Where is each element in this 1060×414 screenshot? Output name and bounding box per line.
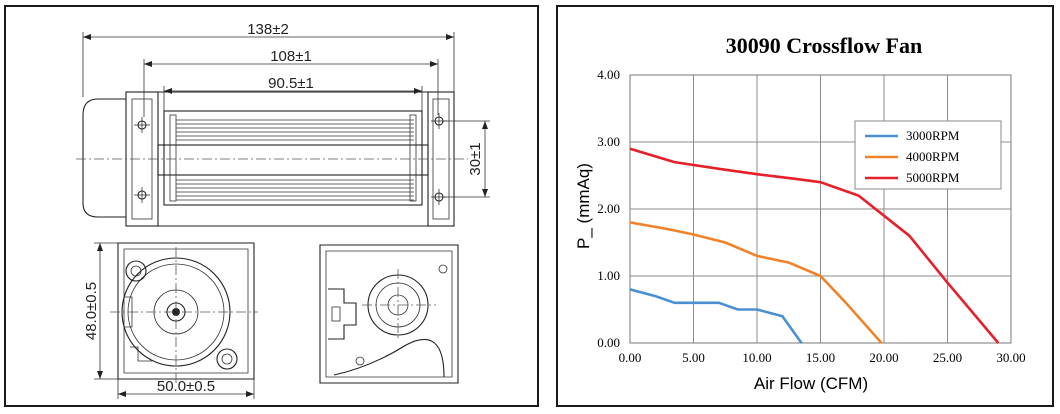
x-tick-labels: 0.00 5.00 10.00 15.00 20.00 25.00 30.00 [619,350,1026,365]
x-tick-label: 15.00 [806,350,835,365]
dimension-drawing: 138±2 108±1 90.5±1 30±1 [76,21,490,399]
chart-title: 30090 Crossflow Fan [726,33,922,58]
grid [629,74,1012,344]
legend: 3000RPM 4000RPM 5000RPM [854,120,1002,190]
dimension-side-height: 30±1 [442,120,490,198]
dim-end-height-label: 48.0±0.5 [83,282,100,340]
dim-side-height-label: 30±1 [467,142,484,175]
center-shaft [157,144,429,176]
legend-label: 3000RPM [906,128,960,143]
dimension-impeller-length: 90.5±1 [163,75,423,111]
dimension-end-width: 50.0±0.5 [117,378,255,399]
y-tick-label: 4.00 [597,67,620,82]
y-axis-label: P_ (mmAq) [574,163,593,249]
dimension-drawing-panel: 138±2 108±1 90.5±1 30±1 [4,5,539,407]
x-tick-label: 25.00 [933,350,962,365]
end-view-motor-side [110,242,258,383]
motor-housing [82,98,126,218]
series-lines [629,147,1000,344]
dim-overall-length-label: 138±2 [247,21,289,38]
performance-chart: 30090 Crossflow Fan 0.00 1.00 2.00 3.00 4.00… [574,33,1026,393]
dimension-housing-length: 108±1 [143,48,439,117]
end-view-outlet-side [319,244,459,384]
x-tick-label: 0.00 [619,350,642,365]
y-tick-label: 3.00 [597,134,620,149]
series-line-3000rpm [629,288,803,344]
x-tick-label: 30.00 [996,350,1025,365]
dimension-overall-length: 138±2 [82,21,455,97]
series-line-4000rpm [629,221,883,344]
impeller-body [163,110,423,206]
y-tick-label: 2.00 [597,201,620,216]
x-tick-label: 5.00 [682,350,705,365]
plot-area-border [629,74,1012,344]
dimension-end-height: 48.0±0.5 [83,242,118,380]
x-tick-label: 10.00 [742,350,771,365]
y-tick-labels: 0.00 1.00 2.00 3.00 4.00 [597,67,620,350]
dim-housing-length-label: 108±1 [270,48,312,65]
dim-impeller-length-label: 90.5±1 [268,75,314,92]
legend-label: 5000RPM [906,170,960,185]
x-tick-label: 20.00 [869,350,898,365]
chart-panel: 30090 Crossflow Fan 0.00 1.00 2.00 3.00 4.00… [556,5,1054,407]
dim-end-width-label: 50.0±0.5 [157,378,215,395]
y-tick-label: 1.00 [597,268,620,283]
legend-label: 4000RPM [906,149,960,164]
series-line-5000rpm [629,147,1000,344]
x-axis-label: Air Flow (CFM) [754,374,868,393]
y-tick-label: 0.00 [597,335,620,350]
side-view [76,91,468,227]
